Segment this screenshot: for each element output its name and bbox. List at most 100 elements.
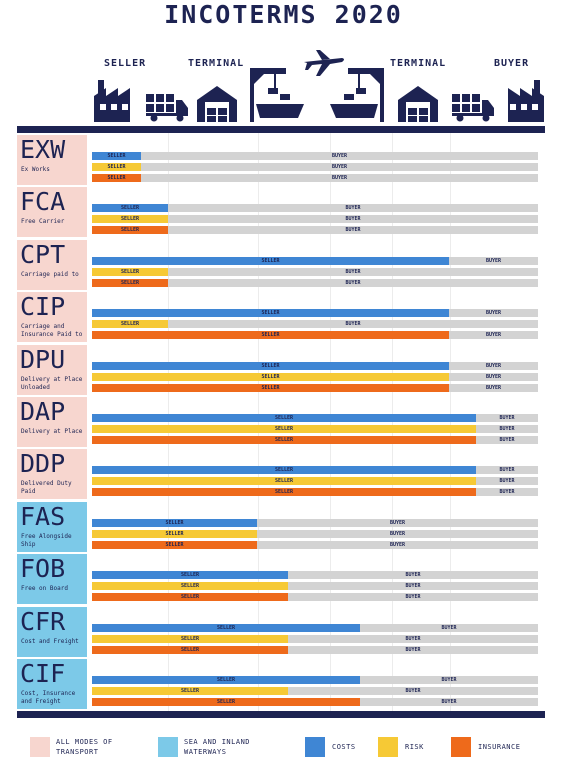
term-label-box: FAS Free Alongside Ship	[17, 501, 87, 552]
costs-buyer-bar: BUYER	[168, 204, 538, 213]
factory-icon	[508, 80, 544, 122]
term-description: Free Alongside Ship	[21, 532, 72, 548]
insurance-buyer-bar: BUYER	[168, 226, 538, 235]
costs-buyer-bar: BUYER	[360, 623, 538, 632]
risk-track: SELLER BUYER	[92, 634, 538, 643]
costs-seller-bar: SELLER	[92, 309, 449, 318]
insurance-track: SELLER BUYER	[92, 278, 538, 287]
costs-buyer-bar: BUYER	[288, 571, 538, 580]
risk-buyer-bar: BUYER	[168, 267, 538, 276]
term-label-box: FCA Free Carrier	[17, 187, 87, 238]
term-description: Delivery at Place	[21, 428, 83, 435]
factory-icon	[94, 80, 130, 122]
term-label-box: CFR Cost and Freight	[17, 606, 87, 657]
legend-risk-label: RISK	[405, 743, 424, 751]
risk-track: SELLER BUYER	[92, 582, 538, 591]
insurance-buyer-bar: BUYER	[168, 278, 538, 287]
risk-track: SELLER BUYER	[92, 215, 538, 224]
term-label-box: DPU Delivery at Place Unloaded	[17, 344, 87, 395]
top-divider	[17, 126, 545, 133]
costs-seller-bar: SELLER	[92, 518, 257, 527]
term-row-fca: FCA Free Carrier SELLER BUYER SELLER BUYER SEL…	[17, 187, 545, 238]
term-row-cif: CIF Cost, Insurance and Freight SELLER BUYE…	[17, 659, 545, 709]
legend-all-modes-swatch	[30, 737, 50, 757]
risk-track: SELLER BUYER	[92, 267, 538, 276]
airplane-icon	[304, 50, 344, 76]
insurance-seller-bar: SELLER	[92, 174, 141, 182]
grid-line	[392, 133, 393, 711]
term-description: Cost and Freight	[21, 637, 79, 645]
risk-track: SELLER BUYER	[92, 529, 538, 538]
insurance-seller-bar: SELLER	[92, 540, 257, 549]
costs-track: SELLER BUYER	[92, 623, 538, 632]
risk-buyer-bar: BUYER	[449, 372, 538, 381]
term-code: CFR	[20, 606, 66, 636]
insurance-track: SELLER BUYER	[92, 488, 538, 497]
costs-track: SELLER BUYER	[92, 309, 538, 318]
legend-sea-label: SEA AND INLAND WATERWAYS	[184, 738, 251, 756]
term-label-box: DDP Delivered Duty Paid	[17, 449, 87, 500]
insurance-track: SELLER BUYER	[92, 698, 538, 706]
costs-seller-bar: SELLER	[92, 676, 360, 684]
insurance-track: SELLER BUYER	[92, 226, 538, 235]
costs-track: SELLER BUYER	[92, 518, 538, 527]
risk-seller-bar: SELLER	[92, 267, 168, 276]
insurance-buyer-bar: BUYER	[476, 488, 538, 497]
term-code: DDP	[20, 449, 66, 479]
term-code: CPT	[20, 239, 66, 269]
insurance-track: SELLER BUYER	[92, 174, 538, 182]
insurance-buyer-bar: BUYER	[288, 593, 538, 602]
insurance-buyer-bar: BUYER	[288, 645, 538, 654]
insurance-seller-bar: SELLER	[92, 698, 360, 706]
port-crane-icon	[250, 68, 304, 122]
risk-track: SELLER BUYER	[92, 372, 538, 381]
grid-line	[168, 133, 169, 711]
term-row-fob: FOB Free on Board SELLER BUYER SELLER BUYER SE…	[17, 554, 545, 605]
term-description: Delivery at Place Unloaded	[21, 375, 83, 391]
legend-all-modes-label: ALL MODES OF TRANSPORT	[56, 738, 113, 756]
costs-seller-bar: SELLER	[92, 152, 141, 160]
term-code: FAS	[20, 501, 66, 531]
risk-seller-bar: SELLER	[92, 320, 168, 329]
costs-seller-bar: SELLER	[92, 361, 449, 370]
risk-track: SELLER BUYER	[92, 320, 538, 329]
header-seller: SELLER	[104, 58, 147, 69]
risk-seller-bar: SELLER	[92, 529, 257, 538]
costs-buyer-bar: BUYER	[141, 152, 538, 160]
bottom-divider	[17, 711, 545, 718]
risk-buyer-bar: BUYER	[288, 634, 538, 643]
insurance-track: SELLER BUYER	[92, 540, 538, 549]
warehouse-icon	[398, 86, 438, 122]
risk-buyer-bar: BUYER	[168, 320, 538, 329]
insurance-buyer-bar: BUYER	[141, 174, 538, 182]
costs-buyer-bar: BUYER	[476, 414, 538, 422]
insurance-seller-bar: SELLER	[92, 488, 476, 497]
header-terminal-right: TERMINAL	[390, 58, 447, 69]
costs-buyer-bar: BUYER	[360, 676, 538, 684]
risk-buyer-bar: BUYER	[476, 477, 538, 486]
term-label-box: CIF Cost, Insurance and Freight	[17, 659, 87, 709]
term-row-fas: FAS Free Alongside Ship SELLER BUYER SELLER B…	[17, 501, 545, 552]
term-code: FCA	[20, 187, 66, 217]
risk-buyer-bar: BUYER	[141, 163, 538, 171]
risk-track: SELLER BUYER	[92, 687, 538, 695]
costs-seller-bar: SELLER	[92, 414, 476, 422]
term-label-box: CIP Carriage and Insurance Paid to	[17, 292, 87, 343]
term-code: EXW	[20, 135, 66, 164]
port-crane-icon	[330, 68, 384, 122]
term-code: DAP	[20, 397, 66, 426]
insurance-seller-bar: SELLER	[92, 226, 168, 235]
costs-seller-bar: SELLER	[92, 256, 449, 265]
term-label-box: EXW Ex Works	[17, 135, 87, 185]
risk-track: SELLER BUYER	[92, 477, 538, 486]
insurance-buyer-bar: BUYER	[476, 436, 538, 444]
costs-seller-bar: SELLER	[92, 623, 360, 632]
term-description: Free on Board	[21, 585, 68, 593]
insurance-buyer-bar: BUYER	[257, 540, 538, 549]
risk-track: SELLER BUYER	[92, 163, 538, 171]
insurance-seller-bar: SELLER	[92, 436, 476, 444]
term-code: CIP	[20, 292, 66, 322]
risk-buyer-bar: BUYER	[476, 425, 538, 433]
costs-seller-bar: SELLER	[92, 466, 476, 475]
costs-buyer-bar: BUYER	[449, 361, 538, 370]
